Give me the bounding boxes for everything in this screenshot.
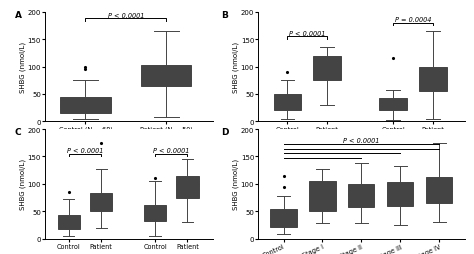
Text: P < 0.0001: P < 0.0001 <box>289 31 326 37</box>
Text: 41~60: 41~60 <box>402 152 424 158</box>
Text: P < 0.0001: P < 0.0001 <box>153 148 190 154</box>
PathPatch shape <box>379 99 407 111</box>
Text: A: A <box>15 10 22 20</box>
PathPatch shape <box>419 67 447 92</box>
PathPatch shape <box>176 176 199 198</box>
PathPatch shape <box>90 194 112 211</box>
Text: P < 0.0001: P < 0.0001 <box>343 138 380 144</box>
PathPatch shape <box>310 181 336 211</box>
PathPatch shape <box>141 66 191 86</box>
Text: P < 0.0001: P < 0.0001 <box>108 13 144 19</box>
PathPatch shape <box>387 183 413 206</box>
PathPatch shape <box>348 184 374 207</box>
PathPatch shape <box>271 209 297 227</box>
Text: C: C <box>15 127 21 136</box>
Text: P = 0.0004: P = 0.0004 <box>395 17 431 23</box>
Text: B: B <box>221 10 228 20</box>
Text: D: D <box>221 127 229 136</box>
Y-axis label: SHBG (nmol/L): SHBG (nmol/L) <box>19 42 26 93</box>
PathPatch shape <box>313 56 341 81</box>
Y-axis label: SHBG (nmol/L): SHBG (nmol/L) <box>19 159 26 210</box>
Y-axis label: SHBG (nmol/L): SHBG (nmol/L) <box>233 159 239 210</box>
PathPatch shape <box>144 205 166 221</box>
PathPatch shape <box>60 97 110 114</box>
Text: P < 0.0001: P < 0.0001 <box>67 148 103 154</box>
PathPatch shape <box>426 178 452 203</box>
PathPatch shape <box>57 215 80 229</box>
Text: 20~40: 20~40 <box>296 152 318 158</box>
Y-axis label: SHBG (nmol/L): SHBG (nmol/L) <box>233 42 239 93</box>
PathPatch shape <box>273 94 301 111</box>
